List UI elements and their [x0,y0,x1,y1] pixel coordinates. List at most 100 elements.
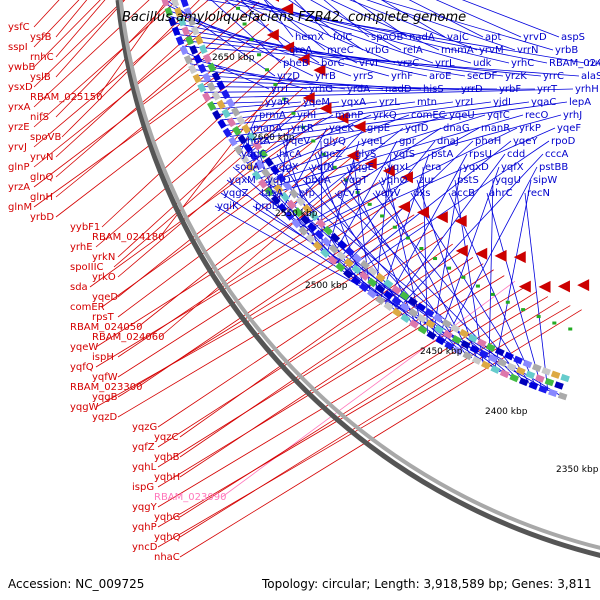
gene-label-yqgc: yqgC [241,149,267,160]
gene-feature [264,186,275,197]
gene-label-yyar: yyaR [265,97,290,108]
gene-feature [181,26,191,36]
gene-feature [416,302,427,312]
leader-line [198,80,460,90]
gene-label-prma: prmA [259,110,286,121]
gene-label-glys: glyS [355,149,376,160]
gene-feature [270,194,281,205]
leader-line [282,127,328,209]
reverse-gene-arrow [454,214,467,227]
leader-line [179,309,582,558]
gene-label-yrzl: yrzL [379,97,400,108]
leader-line [101,136,339,308]
kbp-label: 2600 kbp [252,133,295,143]
reverse-gene-arrow [266,29,279,42]
gene-label-glyq: glyQ [323,136,346,147]
gene-label-dxs: dxs [413,188,430,199]
gene-label-recn: recN [527,188,550,199]
leader-line [222,101,416,127]
gene-feature [548,388,558,398]
leader-line [240,0,510,64]
leader-line [349,0,478,51]
leader-line [308,127,556,237]
gene-label-yqhl: yqhL [132,462,157,473]
gene-feature [499,369,510,379]
gene-label-pheb: pheB [283,58,309,69]
leader-line [262,114,486,184]
leader-line [422,166,428,333]
gene-label-yqez: yqeZ [317,149,342,160]
gene-feature [284,210,295,221]
leader-line [524,192,549,392]
gene-feature [358,282,369,293]
reverse-gene-arrow [398,200,411,213]
gene-feature [391,296,402,306]
gene-feature [451,335,462,345]
tick-mark [273,83,278,87]
gene-label-ccca: cccA [545,149,568,160]
gene-label-yrrd: yrrD [461,84,483,95]
gene-feature [309,211,319,222]
gene-feature [453,346,464,356]
gene-label-nada: nadA [409,32,435,43]
gene-label-yqzg: yqzG [132,422,157,433]
gene-label-spoob: spoOB [371,32,404,43]
gene-feature [320,248,331,258]
tick-mark [461,275,466,279]
leader-line [179,39,542,77]
gene-label-yqho: yqhO [381,175,408,186]
gene-feature [217,118,227,129]
gene-feature [270,165,280,176]
tick-mark [552,321,557,325]
leader-line [320,140,323,251]
gene-label-yqgw: yqgW [70,402,99,413]
leader-line [226,179,450,347]
leader-line [247,0,434,64]
leader-line [239,114,258,153]
gene-feature [216,80,226,91]
leader-line [33,0,101,68]
reverse-gene-arrow [416,206,429,219]
tick-mark [343,178,348,182]
leader-line [384,153,468,305]
leader-line [95,173,371,348]
leader-line [294,0,332,38]
gene-feature [367,266,378,277]
gene-label-secdf: secDF [467,71,498,82]
gene-feature [485,342,496,352]
leader-line [179,291,537,518]
gene-feature [424,308,435,318]
tick-mark [490,292,495,296]
gene-label-comec: comEC [411,110,446,121]
gene-label-yqgx: yqgX [273,162,299,173]
gene-feature [504,351,514,361]
gene-feature [544,377,555,387]
leader-line [395,153,544,312]
gene-feature [207,62,217,73]
tick-mark [355,190,360,194]
gene-feature [471,355,482,365]
reverse-gene-arrow [475,247,488,260]
gene-label-yqeu: yqeU [449,110,475,121]
leader-line [33,12,265,188]
leader-line [117,198,397,378]
gene-label-rpst: rpsT [92,312,115,323]
gene-feature [232,125,242,136]
backbone-arc-shadow [115,0,600,558]
gene-label-rbam_025150: RBAM_025150 [30,92,102,103]
gene-feature [197,63,207,74]
gene-feature [350,275,361,286]
leader-line [33,0,80,48]
leader-line [236,101,568,148]
leader-line [213,101,302,110]
gene-feature [400,313,411,324]
gene-feature [277,202,288,213]
gene-label-ywbb: ywbB [8,62,35,73]
gene-label-yqfw: yqfW [92,372,118,383]
tick-mark [380,214,385,218]
gene-label-grpe: grpE [367,123,390,134]
gene-label-yqac: yqaC [531,97,556,108]
gene-feature [264,157,274,168]
leader-line [157,275,505,488]
gene-label-yrkn: yrkN [92,252,115,263]
